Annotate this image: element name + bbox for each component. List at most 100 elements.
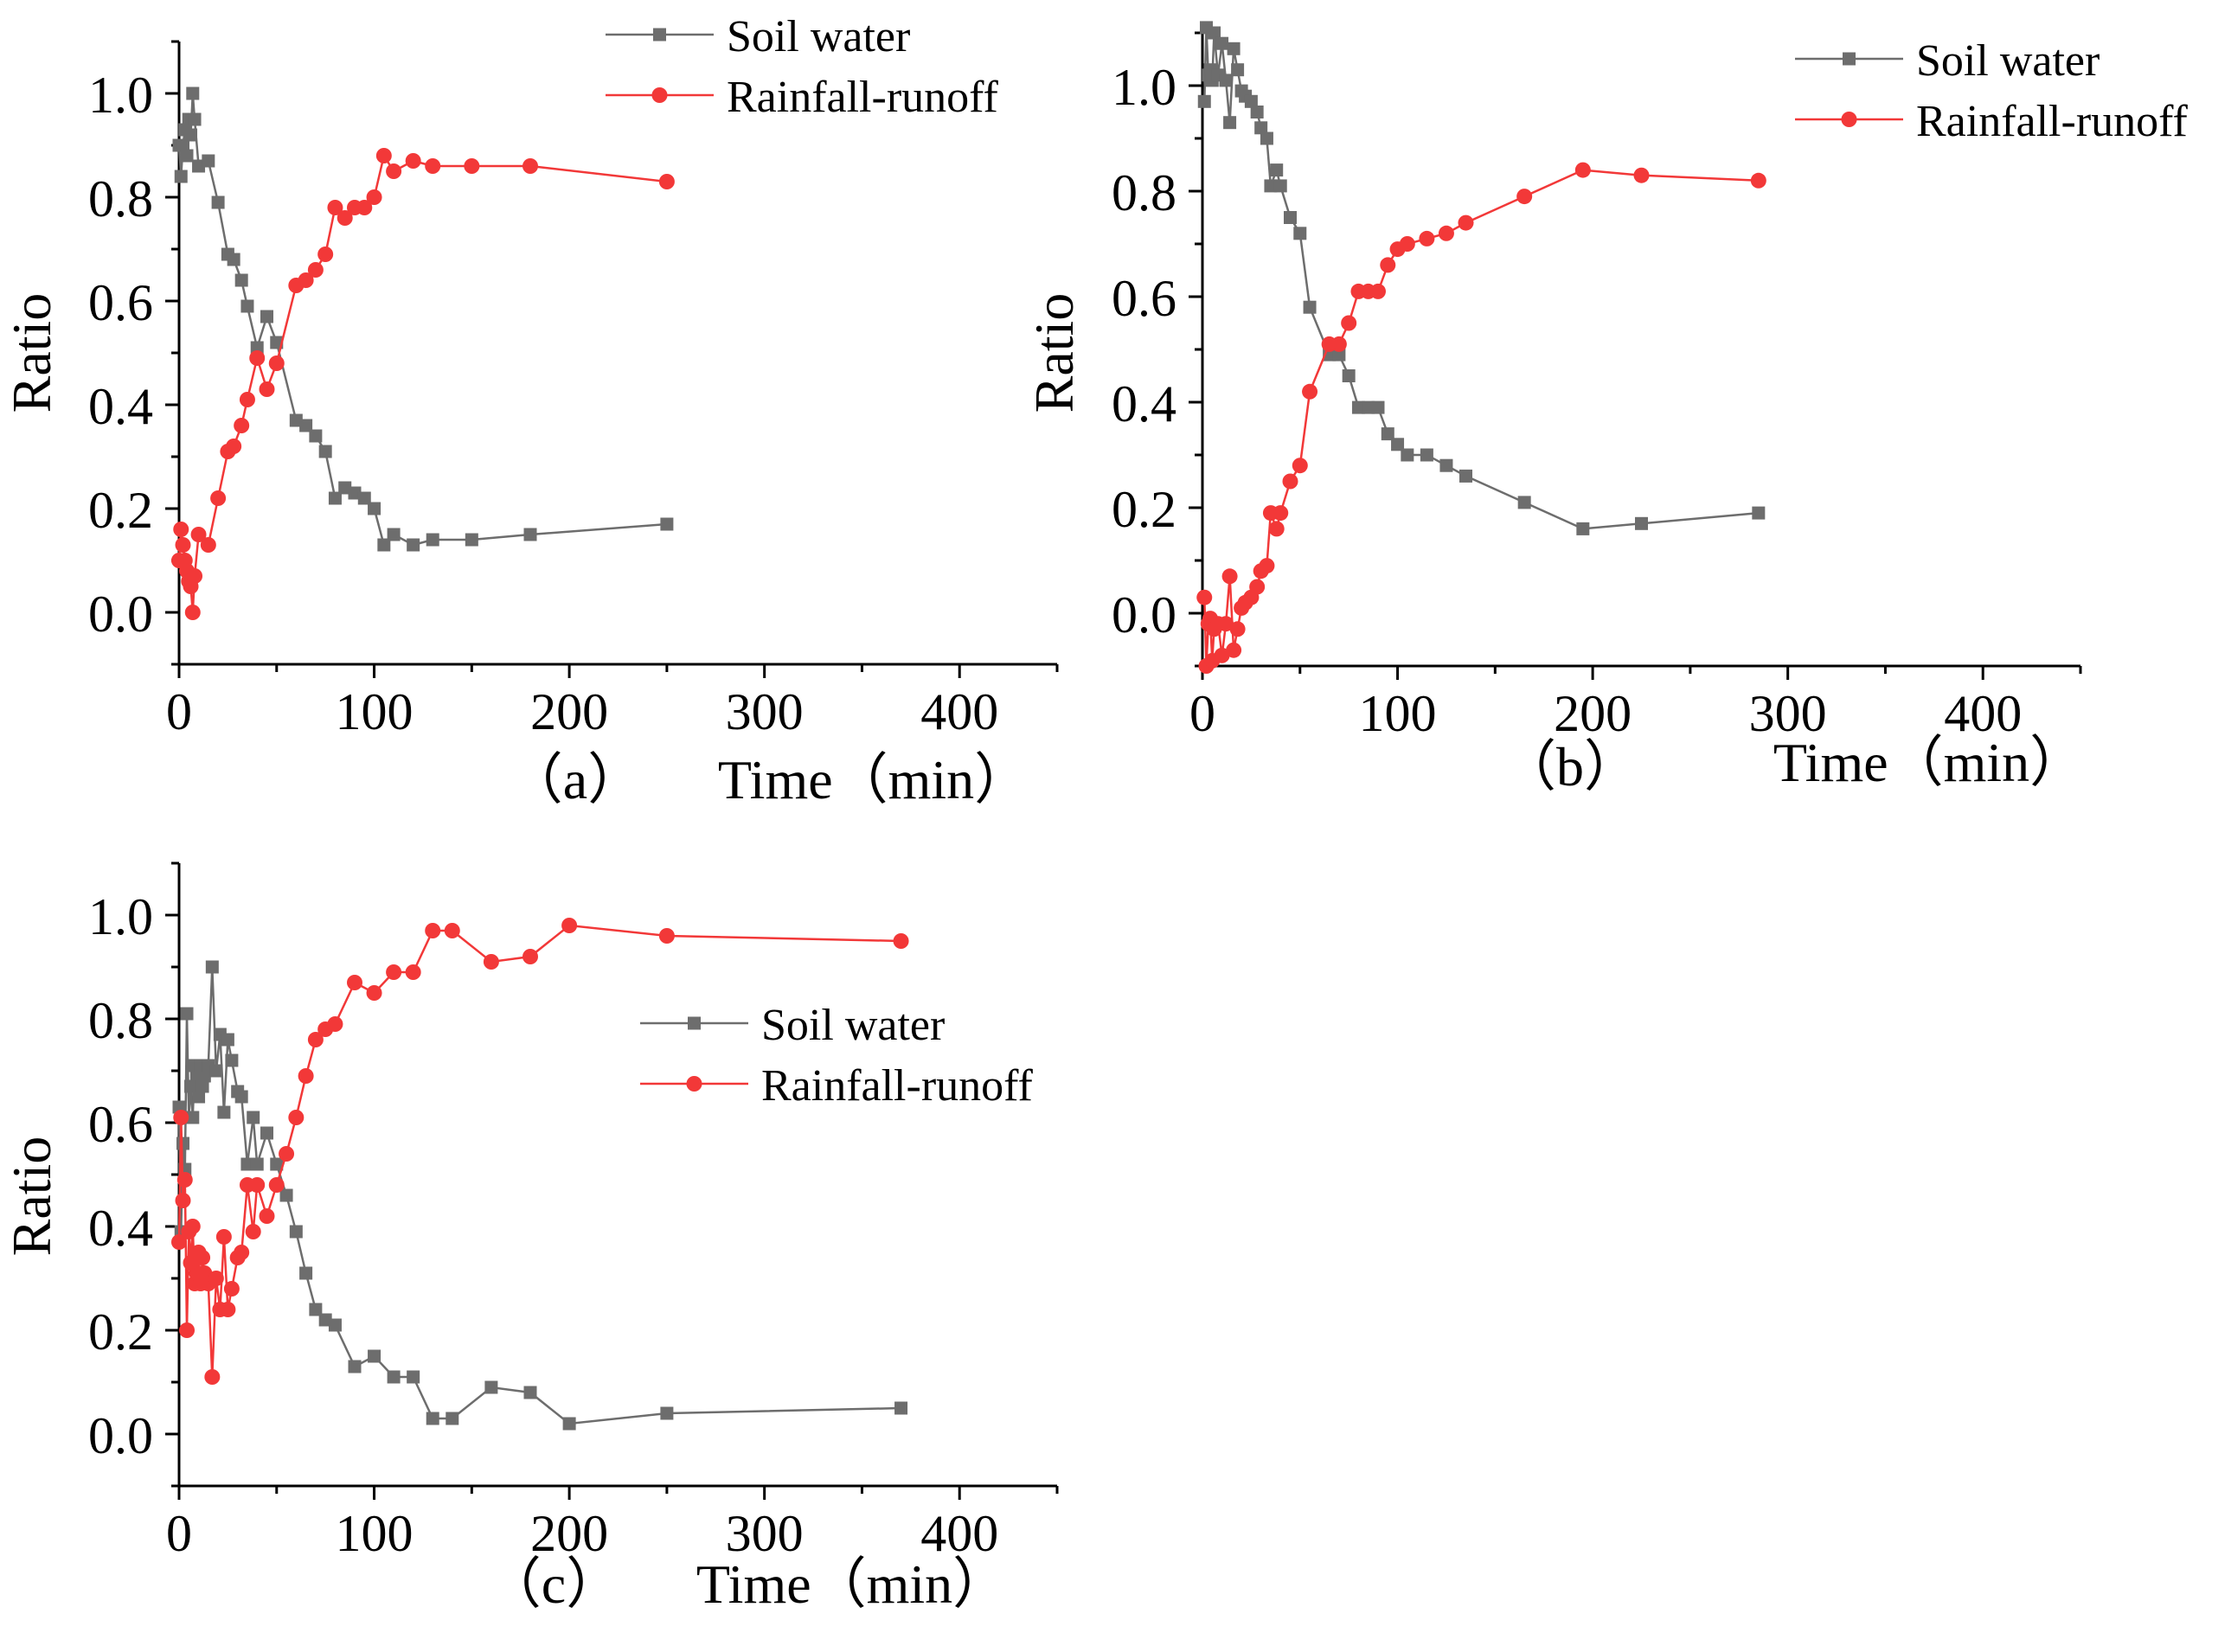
x-tick-label: 200 [530, 683, 608, 740]
y-axis-title: Ratio [1, 293, 62, 413]
data-point-circle [483, 954, 499, 970]
data-point-circle [1249, 579, 1266, 595]
data-point-square [523, 528, 537, 541]
data-point-circle [234, 1245, 250, 1260]
data-point-square [196, 1079, 209, 1093]
data-point-square [1270, 163, 1284, 177]
data-point-circle [210, 490, 227, 506]
data-point-square [318, 1313, 332, 1327]
data-point-circle [175, 1193, 191, 1208]
y-tick-label: 0.4 [88, 378, 153, 435]
data-point-square [240, 1157, 254, 1171]
data-point-square [1420, 448, 1433, 462]
panel-label: （a） [508, 749, 643, 810]
data-point-square [446, 1412, 459, 1425]
data-point-square [184, 1079, 198, 1093]
y-tick-label: 0.8 [1112, 164, 1176, 221]
data-point-circle [187, 568, 203, 584]
data-point-circle [317, 247, 334, 262]
y-tick-label: 0.6 [1112, 270, 1176, 327]
data-point-circle [268, 355, 285, 371]
data-point-square [387, 1370, 401, 1384]
data-point-circle [179, 1322, 196, 1338]
data-point-circle [1341, 315, 1357, 331]
data-point-circle [893, 933, 909, 949]
data-point-square [562, 1417, 576, 1431]
series-line-1 [177, 152, 668, 613]
data-point-circle [249, 1177, 266, 1193]
y-tick-label: 0.6 [88, 274, 153, 331]
data-point-square [289, 413, 303, 427]
data-point-square [1223, 116, 1237, 130]
data-point-circle [464, 158, 480, 174]
data-point-square [1362, 400, 1375, 414]
data-point-square [184, 128, 198, 142]
y-tick-label: 0.8 [88, 992, 153, 1049]
x-tick-label: 0 [166, 1505, 192, 1562]
data-point-circle [220, 1302, 236, 1317]
data-point-square [176, 138, 190, 152]
data-point-circle [1259, 558, 1275, 574]
data-point-square [188, 112, 202, 126]
y-tick-label: 0.6 [88, 1096, 153, 1153]
legend-marker-circle [1841, 112, 1857, 127]
series-line-1 [1203, 169, 1759, 667]
x-tick-label: 300 [1749, 685, 1827, 742]
legend: Soil water Rainfall-runoff [640, 1001, 1034, 1111]
data-point-circle [215, 1229, 232, 1245]
data-point-circle [386, 964, 402, 980]
data-point-square [328, 1318, 342, 1332]
data-point-circle [1214, 647, 1230, 663]
y-tick-label: 1.0 [88, 888, 153, 945]
data-point-square [217, 1105, 231, 1119]
data-point-circle [1438, 225, 1454, 241]
data-point-square [1391, 438, 1405, 451]
data-point-square [279, 1188, 293, 1202]
legend-label: Soil water [727, 12, 910, 61]
data-point-circle [173, 1110, 189, 1125]
data-point-square [523, 1386, 537, 1399]
data-point-square [484, 1380, 498, 1394]
y-axis-title: Ratio [1, 1137, 62, 1257]
legend-label: Rainfall-runoff [761, 1061, 1034, 1111]
data-point-circle [1633, 167, 1650, 183]
data-point-square [894, 1401, 908, 1415]
data-point-circle [1574, 162, 1591, 178]
data-point-square [1260, 131, 1273, 145]
data-point-square [1371, 400, 1385, 414]
data-point-circle [195, 1250, 211, 1265]
data-point-circle [223, 1281, 240, 1297]
data-point-circle [1218, 616, 1234, 632]
data-point-square [260, 1126, 273, 1140]
panel-label: （c） [486, 1553, 621, 1615]
data-point-square [1576, 522, 1590, 535]
data-point-square [1293, 227, 1307, 240]
data-point-square [270, 1157, 284, 1171]
data-point-square [174, 170, 188, 183]
data-point-square [1250, 106, 1264, 118]
data-point-circle [249, 350, 266, 366]
data-point-circle [204, 1369, 221, 1385]
data-point-circle [259, 381, 275, 397]
legend: Soil water Rainfall-runoff [606, 12, 999, 122]
data-point-square [348, 486, 362, 500]
data-point-circle [184, 1219, 201, 1234]
data-point-circle [522, 949, 538, 964]
data-point-square [348, 1360, 362, 1373]
legend-label: Rainfall-runoff [727, 73, 999, 122]
data-point-square [225, 1053, 239, 1067]
legend-marker-circle [686, 1076, 702, 1092]
x-tick-label: 0 [166, 683, 192, 740]
data-point-circle [327, 200, 343, 215]
data-point-square [180, 149, 194, 163]
data-point-square [368, 1349, 381, 1363]
data-point-square [407, 538, 420, 552]
data-point-circle [1302, 383, 1318, 400]
data-point-circle [1330, 336, 1347, 352]
x-tick-label: 200 [530, 1505, 608, 1562]
data-point-circle [327, 1016, 343, 1032]
series-line-0 [177, 93, 667, 547]
data-point-circle [1399, 236, 1415, 252]
data-point-circle [268, 1177, 285, 1193]
